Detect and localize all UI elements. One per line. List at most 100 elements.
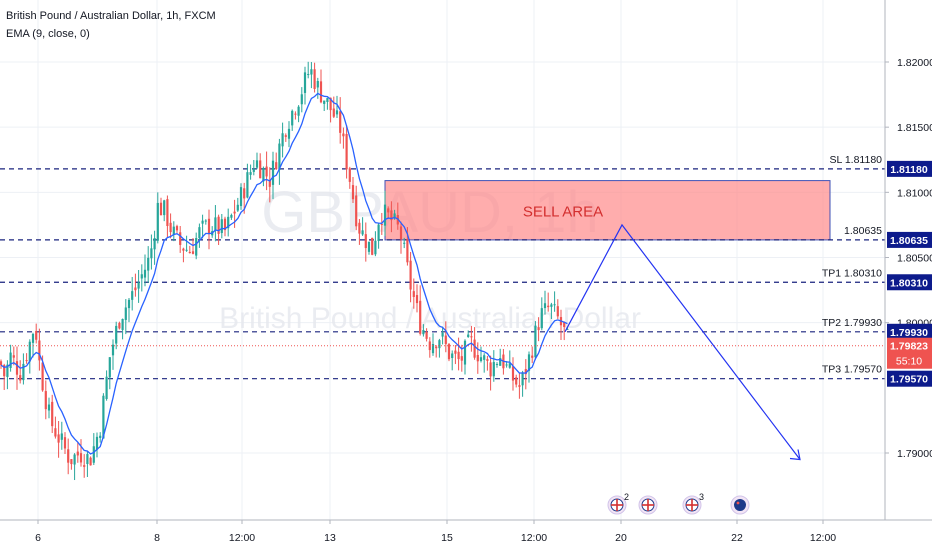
candle-body bbox=[390, 210, 393, 221]
candle-body bbox=[147, 257, 150, 271]
candles-layer bbox=[0, 61, 569, 481]
candle-body bbox=[537, 327, 540, 331]
candle-body bbox=[483, 355, 486, 360]
candle-body bbox=[163, 200, 166, 216]
candle-body bbox=[191, 251, 195, 254]
candle-body bbox=[495, 364, 499, 366]
current-price-tag bbox=[887, 337, 932, 369]
candle-body bbox=[89, 457, 92, 466]
candle-body bbox=[3, 365, 6, 377]
candle-body bbox=[332, 108, 335, 117]
candle-body bbox=[339, 111, 342, 133]
candle-body bbox=[198, 227, 201, 239]
level-tag-text-TP3: 1.79570 bbox=[890, 374, 928, 386]
projection-arrowhead bbox=[789, 449, 801, 461]
candle-body bbox=[140, 274, 143, 279]
candle-body bbox=[223, 218, 227, 231]
candle-body bbox=[207, 218, 211, 235]
candle-body bbox=[63, 437, 67, 449]
candle-body bbox=[473, 339, 476, 358]
candle-body bbox=[470, 336, 473, 338]
candle-body bbox=[294, 113, 297, 115]
candle-body bbox=[323, 100, 326, 104]
candle-body bbox=[531, 355, 534, 358]
level-tag-TP3 bbox=[887, 370, 932, 387]
candle-body bbox=[313, 69, 316, 89]
candle-body bbox=[166, 199, 169, 227]
candle-body bbox=[479, 357, 483, 362]
candle-body bbox=[281, 133, 284, 147]
candle-body bbox=[41, 362, 44, 391]
candle-body bbox=[291, 110, 294, 126]
candle-body bbox=[121, 318, 124, 330]
candle-body bbox=[383, 204, 387, 226]
candle-body bbox=[6, 364, 9, 377]
candle-body bbox=[159, 202, 163, 216]
candle-body bbox=[460, 356, 463, 361]
badge-count: 3 bbox=[699, 492, 704, 502]
candle-body bbox=[307, 74, 310, 76]
candle-body bbox=[246, 172, 249, 198]
candle-body bbox=[195, 237, 198, 256]
time-tick-8: 12:00 bbox=[810, 532, 836, 544]
level-tag-TP1 bbox=[887, 274, 932, 291]
candle-body bbox=[134, 287, 137, 291]
candle-body bbox=[252, 168, 255, 172]
candle-body bbox=[409, 260, 412, 290]
candle-body bbox=[422, 330, 425, 335]
candle-body bbox=[79, 453, 83, 463]
price-tick-3: 1.80500 bbox=[897, 252, 932, 264]
ema-line bbox=[0, 92, 568, 455]
projection-path bbox=[564, 223, 801, 460]
candle-body bbox=[9, 352, 12, 368]
candle-body bbox=[534, 325, 537, 358]
level-label-SL: SL 1.81180 bbox=[829, 154, 882, 166]
uk-flag-icon-badge[interactable] bbox=[638, 495, 658, 515]
candle-body bbox=[316, 81, 319, 88]
candle-body bbox=[499, 358, 502, 366]
candle-body bbox=[527, 354, 531, 371]
candle-body bbox=[227, 216, 230, 229]
candle-body bbox=[169, 222, 172, 233]
uk-flag-icon-badge[interactable]: 2 bbox=[607, 492, 629, 515]
candle-body bbox=[489, 362, 492, 377]
candle-body bbox=[438, 340, 441, 349]
candle-body bbox=[153, 238, 156, 250]
candle-body bbox=[326, 98, 329, 102]
candle-body bbox=[511, 366, 515, 381]
candle-body bbox=[243, 188, 246, 199]
australia-flag-icon-badge[interactable] bbox=[730, 495, 750, 515]
candle-body bbox=[399, 226, 403, 240]
candle-body bbox=[0, 361, 3, 366]
candle-body bbox=[172, 226, 175, 235]
candle-body bbox=[179, 232, 182, 245]
candle-body bbox=[319, 81, 323, 103]
time-tick-5: 12:00 bbox=[521, 532, 547, 544]
candle-body bbox=[486, 359, 489, 361]
time-tick-1: 8 bbox=[154, 532, 160, 544]
candle-body bbox=[566, 328, 569, 330]
symbol-title: British Pound / Australian Dollar, 1h, F… bbox=[6, 10, 216, 22]
candle-body bbox=[425, 331, 428, 339]
candle-body bbox=[236, 204, 239, 211]
candle-body bbox=[342, 133, 345, 137]
candle-body bbox=[419, 300, 422, 334]
uk-flag-icon-badge[interactable]: 3 bbox=[682, 492, 704, 515]
candle-body bbox=[201, 220, 204, 224]
candle-body bbox=[51, 401, 54, 427]
candle-body bbox=[447, 344, 451, 360]
candle-body bbox=[137, 282, 140, 289]
candle-body bbox=[265, 166, 268, 177]
time-tick-0: 6 bbox=[35, 532, 41, 544]
candle-body bbox=[150, 248, 153, 259]
candle-body bbox=[553, 304, 556, 306]
candle-body bbox=[361, 230, 364, 235]
candle-body bbox=[355, 195, 358, 227]
candle-body bbox=[550, 304, 553, 307]
time-axis-bg bbox=[0, 520, 932, 550]
sell-area-zone bbox=[384, 180, 831, 241]
candle-body bbox=[99, 435, 102, 438]
candle-body bbox=[47, 404, 51, 411]
